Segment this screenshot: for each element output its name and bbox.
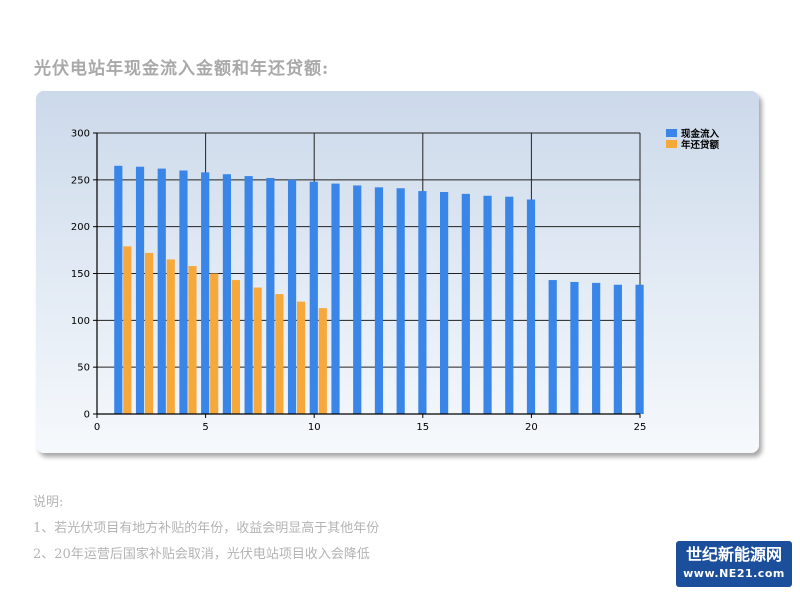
bar-loan-repayment xyxy=(123,246,132,414)
bar-loan-repayment xyxy=(166,259,175,414)
x-tick-label: 20 xyxy=(525,422,538,433)
note-item-1: 1、若光伏项目有地方补贴的年份，收益会明显高于其他年份 xyxy=(33,521,380,536)
bar-cash-inflow xyxy=(548,280,557,414)
y-tick-label: 250 xyxy=(71,175,90,186)
bar-cash-inflow xyxy=(396,188,405,414)
y-tick-label: 0 xyxy=(84,410,90,421)
bar-cash-inflow xyxy=(374,187,384,414)
bar-loan-repayment xyxy=(275,294,284,414)
chart-panel: 0 50 100 150 200 250 300 0 5 10 15 20 25 现金流入 年还贷额 xyxy=(36,91,759,453)
bar-cash-inflow xyxy=(483,195,492,414)
bar-cash-inflow xyxy=(461,193,470,414)
bar-loan-repayment xyxy=(144,252,154,414)
watermark-title: 世纪新能源网 xyxy=(685,545,782,564)
bar-loan-repayment xyxy=(188,266,197,414)
bar-loan-repayment xyxy=(231,280,241,414)
bar-cash-inflow xyxy=(266,177,275,414)
bar-cash-inflow xyxy=(114,165,123,414)
site-watermark-logo: 世纪新能源网 www.NE21.com xyxy=(676,541,792,587)
bar-cash-inflow xyxy=(309,181,318,414)
bar-cash-inflow xyxy=(222,174,232,414)
y-tick-label: 100 xyxy=(71,316,90,327)
bar-cash-inflow xyxy=(201,172,210,414)
note-item-2: 2、20年运营后国家补贴会取消，光伏电站项目收入会降低 xyxy=(33,547,370,562)
bar-cash-inflow xyxy=(440,192,449,414)
bar-cash-inflow xyxy=(331,183,340,414)
bar-cash-inflow xyxy=(179,170,188,414)
bar-cash-inflow xyxy=(613,284,622,414)
x-tick-label: 10 xyxy=(308,422,321,433)
notes: 说明: 1、若光伏项目有地方补贴的年份，收益会明显高于其他年份 2、20年运营后… xyxy=(33,490,379,568)
legend-swatch xyxy=(666,129,677,137)
y-tick-label: 50 xyxy=(77,363,90,374)
bar-loan-repayment xyxy=(296,301,306,414)
bar-cash-inflow xyxy=(157,168,166,414)
legend-label: 现金流入 xyxy=(681,128,720,140)
bar-cash-inflow xyxy=(418,191,427,414)
page-title: 光伏电站年现金流入金额和年还贷额: xyxy=(34,59,330,79)
notes-heading: 说明: xyxy=(33,495,64,510)
bar-cash-inflow xyxy=(635,284,644,414)
bar-cash-inflow xyxy=(287,179,297,414)
bar-cash-inflow xyxy=(526,199,536,414)
x-tick-label: 25 xyxy=(634,422,647,433)
y-tick-label: 200 xyxy=(71,222,90,233)
x-tick-label: 5 xyxy=(202,422,208,433)
bar-cash-inflow xyxy=(244,176,253,414)
bar-cash-inflow xyxy=(505,196,514,414)
bar-cash-inflow xyxy=(353,185,362,414)
bars xyxy=(114,165,644,414)
bar-cash-inflow xyxy=(592,282,601,414)
watermark-url: www.NE21.com xyxy=(683,567,785,580)
y-tick-label: 150 xyxy=(71,269,90,280)
grid-lines xyxy=(97,132,641,414)
bar-cash-inflow xyxy=(570,281,579,414)
bar-cash-inflow xyxy=(135,166,145,414)
x-tick-label: 0 xyxy=(94,422,100,433)
bar-loan-repayment xyxy=(253,287,262,414)
bar-loan-repayment xyxy=(318,308,327,414)
bar-loan-repayment xyxy=(210,273,219,414)
y-tick-label: 300 xyxy=(71,129,90,140)
x-tick-label: 15 xyxy=(416,422,429,433)
legend-label: 年还贷额 xyxy=(681,139,720,151)
legend-swatch xyxy=(666,140,677,148)
axes: 0 50 100 150 200 250 300 0 5 10 15 20 25 xyxy=(71,129,646,434)
